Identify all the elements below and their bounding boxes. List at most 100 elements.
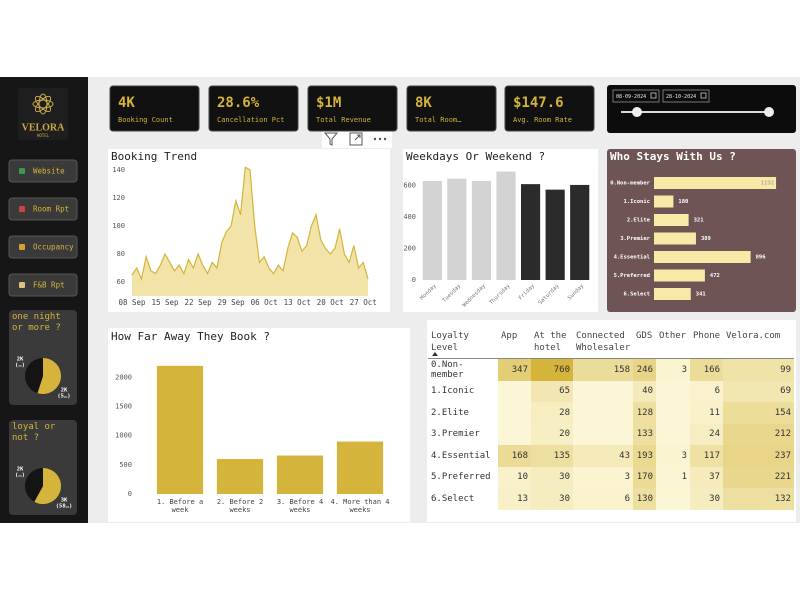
bar: [276, 455, 324, 494]
nav-label[interactable]: Room Rpt: [33, 205, 69, 214]
y-category-label: 1.Iconic: [624, 199, 651, 205]
y-tick-label: 100: [112, 222, 125, 230]
filter-icon[interactable]: [323, 132, 339, 146]
nav-icon: [19, 168, 25, 174]
data-label: 2K: [17, 467, 24, 473]
column-header: GDS: [633, 322, 656, 359]
y-category-label: 4.Essential: [614, 255, 650, 261]
date-value: 28-10-2024: [666, 94, 696, 100]
nav-label[interactable]: Website: [33, 167, 65, 176]
y-tick-label: 500: [119, 461, 132, 469]
cell: [573, 423, 633, 445]
bar: [654, 251, 751, 263]
date-box[interactable]: [612, 89, 660, 103]
nav-button[interactable]: [8, 197, 78, 221]
cell: 43: [573, 445, 633, 467]
loyalty-table: Loyalty Level App At the hotel Connected Wh…: [428, 322, 796, 520]
slider-handle[interactable]: [632, 107, 642, 117]
data-label: 3K: [61, 498, 68, 504]
pie-slice: [25, 468, 43, 502]
cell: 193: [633, 445, 656, 467]
y-category-label: 6.Select: [624, 292, 651, 298]
chart-title: Booking Trend: [111, 150, 197, 163]
bar: [156, 365, 204, 494]
data-label: (5…): [57, 394, 70, 400]
x-tick-label: 20 Oct: [317, 298, 344, 307]
area-fill: [132, 167, 368, 296]
nav-button[interactable]: [8, 159, 78, 183]
y-tick-label: 0: [128, 490, 132, 498]
x-tick-label: 4. More than 4 weeks: [330, 498, 390, 514]
kpi-card: [208, 85, 299, 132]
chart-title: loyal or not ?: [12, 422, 56, 443]
row: 4.Essential 168 135 43 193 3 117 237: [428, 445, 794, 467]
row-label: 4.Essential: [428, 445, 498, 467]
label-box: loyal or not ?: [12, 422, 56, 443]
pie-slice: [25, 358, 43, 394]
column-header: App: [498, 322, 531, 359]
y-tick-label: 400: [403, 213, 416, 221]
cell: [498, 402, 531, 424]
kpi-card: [504, 85, 595, 132]
nav-label[interactable]: F&B Rpt: [33, 281, 65, 290]
data-label: 1132: [761, 181, 774, 187]
cell: [573, 402, 633, 424]
more-icon[interactable]: [373, 137, 387, 141]
bar: [654, 195, 674, 208]
chart-title: Weekdays Or Weekend ?: [406, 150, 545, 163]
y-tick-label: 80: [117, 250, 125, 258]
column-header: At the hotel: [531, 322, 573, 359]
label-box: 1. Before a week: [156, 498, 204, 514]
kpi-card: [109, 85, 200, 132]
cell: 166: [690, 358, 723, 381]
x-tick-label: 1. Before a week: [156, 498, 204, 514]
row-label: 6.Select: [428, 488, 498, 510]
bar: [654, 269, 705, 282]
data-label: 341: [696, 292, 707, 298]
cell: 28: [531, 402, 573, 424]
logo-emblem: [32, 93, 54, 115]
x-tick-label: 27 Oct: [350, 298, 377, 307]
row: 1.Iconic 65 40 6 69: [428, 380, 794, 402]
cell: 117: [690, 445, 723, 467]
brand-sub: HOTEL: [37, 133, 50, 138]
y-tick-label: 60: [117, 278, 125, 286]
pie-slice: [37, 358, 62, 395]
bar: [216, 459, 264, 494]
chart-title: one night or more ?: [12, 312, 61, 333]
cell: 221: [723, 466, 794, 488]
cell: 212: [723, 423, 794, 445]
data-label: 896: [756, 255, 767, 261]
bar: [654, 288, 691, 300]
x-tick-label: 08 Sep: [118, 298, 146, 307]
bar: [496, 171, 516, 280]
x-tick-label: 2. Before 2 weeks: [216, 498, 264, 514]
slider-handle[interactable]: [764, 107, 774, 117]
column-header: Velora.com: [723, 322, 794, 359]
cell: 65: [531, 380, 573, 402]
data-label: 2K: [61, 388, 68, 394]
nav-button[interactable]: [8, 235, 78, 259]
row-label: 0.Non-member: [428, 358, 498, 381]
cell: 3: [573, 466, 633, 488]
focus-icon[interactable]: [349, 132, 363, 146]
bar: [545, 189, 565, 280]
column-header: Phone: [690, 322, 723, 359]
data-label: 472: [710, 273, 720, 279]
column-header: Other: [656, 322, 690, 359]
kpi-value: 8K: [415, 95, 432, 111]
kpi-label: Total Room…: [415, 116, 461, 124]
nav-button[interactable]: [8, 273, 78, 297]
cell: 37: [690, 466, 723, 488]
bar: [570, 184, 590, 280]
row-label: 1.Iconic: [428, 380, 498, 402]
date-box[interactable]: [662, 89, 710, 103]
cell: [573, 380, 633, 402]
nav-label[interactable]: Occupancy: [33, 243, 74, 252]
row-label: 2.Elite: [428, 402, 498, 424]
chart-title: How Far Away They Book ?: [111, 330, 270, 343]
cell: 30: [531, 488, 573, 510]
brand: VELORA: [22, 122, 66, 133]
y-category-label: 0.Non-member: [610, 181, 650, 187]
